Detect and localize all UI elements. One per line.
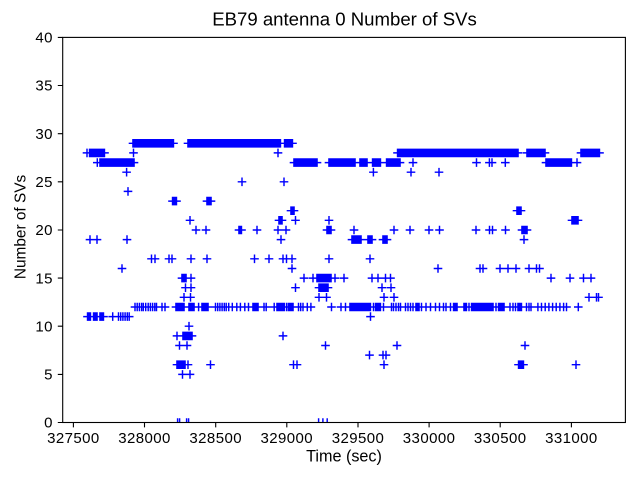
svg-text:20: 20 (35, 222, 53, 239)
svg-text:330000: 330000 (403, 430, 456, 447)
svg-text:328500: 328500 (189, 430, 242, 447)
svg-text:15: 15 (35, 270, 53, 287)
svg-text:0: 0 (44, 415, 53, 432)
svg-text:25: 25 (35, 174, 53, 191)
svg-text:Time (sec): Time (sec) (306, 448, 382, 466)
svg-text:35: 35 (35, 78, 53, 95)
svg-text:30: 30 (35, 126, 53, 143)
svg-text:330500: 330500 (474, 430, 527, 447)
svg-text:5: 5 (44, 367, 53, 384)
svg-text:329500: 329500 (332, 430, 385, 447)
svg-text:329000: 329000 (261, 430, 314, 447)
svg-text:331000: 331000 (545, 430, 598, 447)
svg-text:40: 40 (35, 30, 53, 47)
svg-text:EB79 antenna 0 Number of SVs: EB79 antenna 0 Number of SVs (212, 8, 477, 29)
svg-text:328000: 328000 (118, 430, 171, 447)
svg-text:Number of SVs: Number of SVs (12, 175, 29, 280)
svg-text:327500: 327500 (47, 430, 100, 447)
svg-text:10: 10 (35, 318, 53, 335)
